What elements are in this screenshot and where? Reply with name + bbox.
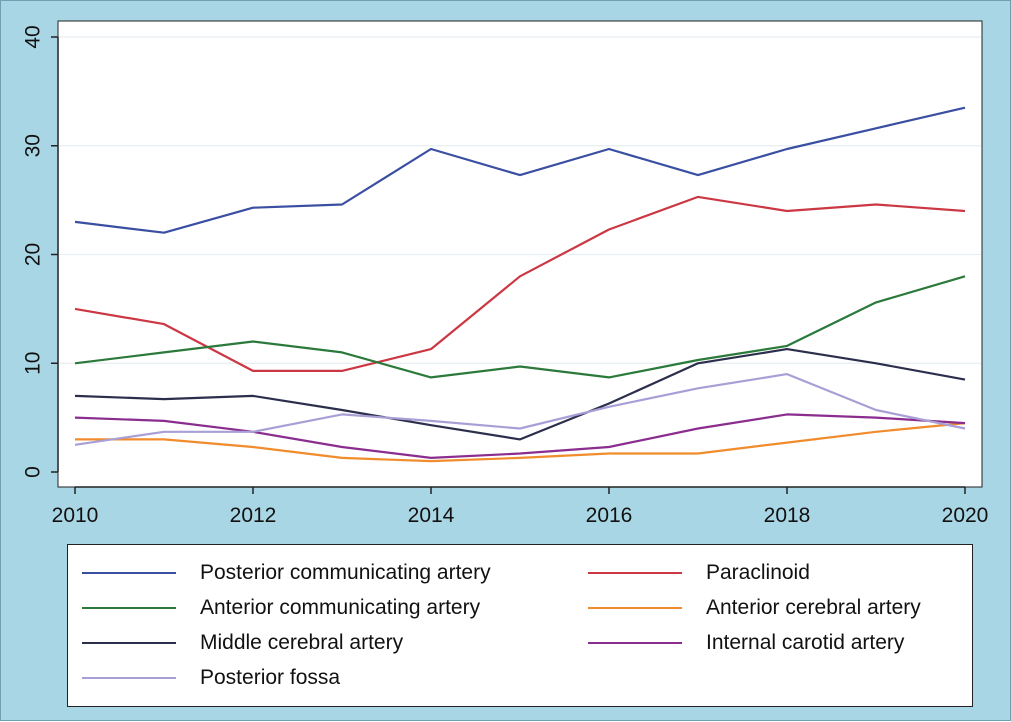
- x-tick-label-2020: 2020: [942, 504, 989, 527]
- x-tick-label-2012: 2012: [230, 504, 277, 527]
- x-ticks: 2010 2012 2014 2016 2018 2020: [52, 487, 989, 527]
- gridlines: [59, 36, 981, 364]
- x-tick-label-2018: 2018: [764, 504, 811, 527]
- series-line-1: [74, 195, 966, 372]
- legend-item-3: Anterior cerebral artery: [588, 593, 921, 623]
- x-tick-label-2014: 2014: [408, 504, 455, 527]
- legend-label: Anterior cerebral artery: [706, 596, 921, 619]
- legend-item-6: Posterior fossa: [82, 663, 340, 693]
- series-line-0: [74, 106, 966, 234]
- series-line-3: [75, 422, 966, 463]
- legend-label: Middle cerebral artery: [200, 631, 404, 654]
- legend-label: Paraclinoid: [706, 561, 810, 584]
- legend-swatch: [588, 642, 682, 644]
- legend-label: Internal carotid artery: [706, 631, 905, 654]
- series-lines: [74, 106, 966, 463]
- legend-label: Posterior fossa: [200, 666, 341, 689]
- series-line-4: [74, 348, 966, 441]
- y-ticks: 0 10 20 30 40: [22, 25, 58, 478]
- series-line-2: [74, 275, 966, 379]
- legend: Posterior communicating artery Paraclinoi…: [67, 544, 973, 707]
- legend-label: Anterior communicating artery: [200, 596, 481, 619]
- x-tick-label-2016: 2016: [586, 504, 633, 527]
- y-tick-label-20: 20: [22, 243, 45, 266]
- legend-swatch: [82, 642, 176, 644]
- legend-item-4: Middle cerebral artery: [82, 628, 403, 658]
- legend-item-0: Posterior communicating artery: [82, 558, 491, 588]
- series-line-6: [74, 373, 966, 446]
- legend-item-5: Internal carotid artery: [588, 628, 904, 658]
- legend-label: Posterior communicating artery: [200, 561, 491, 584]
- x-tick-label-2010: 2010: [52, 504, 99, 527]
- series-line-5: [74, 413, 966, 459]
- y-tick-label-10: 10: [22, 352, 45, 375]
- legend-swatch: [588, 572, 682, 574]
- legend-swatch: [588, 607, 682, 609]
- legend-swatch: [82, 607, 176, 609]
- legend-swatch: [82, 677, 176, 679]
- y-tick-label-30: 30: [22, 134, 45, 157]
- y-tick-label-0: 0: [22, 466, 45, 478]
- y-tick-label-40: 40: [22, 25, 45, 48]
- legend-item-1: Paraclinoid: [588, 558, 810, 588]
- legend-item-2: Anterior communicating artery: [82, 593, 480, 623]
- legend-swatch: [82, 572, 176, 574]
